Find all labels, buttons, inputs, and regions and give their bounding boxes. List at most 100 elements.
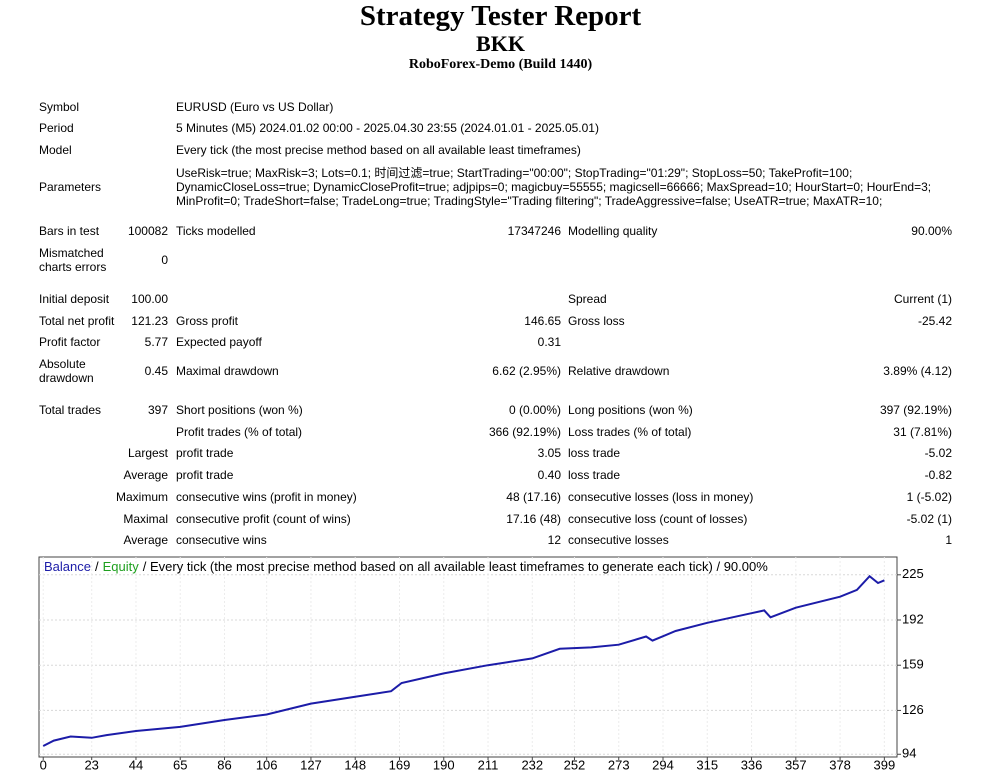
stat-label: loss trade <box>568 446 621 460</box>
legend-separator: / <box>95 559 99 574</box>
plot-frame <box>38 556 898 758</box>
stat-value: 0 (0.00%) <box>508 403 561 417</box>
x-tick-label: 357 <box>785 757 807 772</box>
x-tick-label: 86 <box>217 757 231 772</box>
stat-label: Profit factor <box>39 335 101 349</box>
stat-value: 0.45 <box>144 364 168 378</box>
stat-value: Average <box>123 533 168 547</box>
legend: Balance / Equity / Every tick (the most pre… <box>44 559 768 574</box>
x-tick-label: 148 <box>344 757 366 772</box>
parameter-line: UseRisk=true; MaxRisk=3; Lots=0.1; 时间过滤=… <box>176 166 853 180</box>
stat-value: 0.31 <box>537 335 561 349</box>
x-tick-label: 211 <box>478 757 499 772</box>
stat-label: profit trade <box>176 468 234 482</box>
stat-label: Absolute drawdown <box>39 357 94 385</box>
x-tick-label: 336 <box>741 757 763 772</box>
stat-label: Initial deposit <box>39 292 110 306</box>
stat-value: 17.16 (48) <box>506 512 561 526</box>
x-tick-label: 106 <box>256 757 278 772</box>
stat-label: Mismatched charts errors <box>39 246 107 274</box>
stat-label: Gross loss <box>568 314 625 328</box>
stat-label: Long positions (won %) <box>568 403 693 417</box>
stat-value: 1 <box>945 533 952 547</box>
stat-label: Profit trades (% of total) <box>176 425 303 439</box>
row-label: Parameters <box>39 180 102 194</box>
stat-label: Gross profit <box>176 314 239 328</box>
stat-label: consecutive wins (profit in money) <box>176 490 357 504</box>
stat-label: Total net profit <box>39 314 115 328</box>
parameter-line: DynamicCloseLoss=true; DynamicCloseProfi… <box>176 180 932 194</box>
row-value: UseRisk=true; MaxRisk=3; Lots=0.1; 时间过滤=… <box>176 166 931 208</box>
report-subtitle: BKK <box>476 31 525 56</box>
stat-value: 90.00% <box>911 224 952 238</box>
stat-value: 0.40 <box>537 468 561 482</box>
stat-label: Loss trades (% of total) <box>568 425 692 439</box>
stat-label: consecutive profit (count of wins) <box>176 512 351 526</box>
stat-value: Largest <box>127 446 168 460</box>
stat-value: 5.77 <box>144 335 168 349</box>
stat-value: -25.42 <box>917 314 952 328</box>
stat-value: 100.00 <box>131 292 168 306</box>
stat-label: Maximal drawdown <box>176 364 279 378</box>
stat-label: Relative drawdown <box>568 364 670 378</box>
x-tick-label: 232 <box>521 757 543 772</box>
x-tick-label: 44 <box>129 757 143 772</box>
stat-label: Short positions (won %) <box>176 403 303 417</box>
stat-value: 12 <box>547 533 561 547</box>
x-tick-label: 127 <box>300 757 322 772</box>
stat-value: -0.82 <box>924 468 952 482</box>
stat-value: 397 (92.19%) <box>879 403 952 417</box>
x-tick-label: 273 <box>608 757 630 772</box>
stat-label: loss trade <box>568 468 621 482</box>
balance-line <box>42 574 885 747</box>
stat-value: 3.89% (4.12) <box>883 364 952 378</box>
stat-value: 146.65 <box>524 314 561 328</box>
stat-value: -5.02 (1) <box>906 512 952 526</box>
row-value: EURUSD (Euro vs US Dollar) <box>176 100 334 114</box>
stat-label: consecutive losses <box>568 533 669 547</box>
stat-label: consecutive losses (loss in money) <box>568 490 754 504</box>
stat-value: 366 (92.19%) <box>488 425 561 439</box>
x-tick-label: 190 <box>433 757 455 772</box>
stat-label: Ticks modelled <box>176 224 256 238</box>
x-tick-label: 169 <box>389 757 411 772</box>
x-tick-label: 378 <box>829 757 851 772</box>
x-tick-label: 252 <box>564 757 586 772</box>
row-value: Every tick (the most precise method base… <box>176 143 581 157</box>
stat-value: 17347246 <box>507 224 561 238</box>
legend-item: Equity <box>103 559 140 574</box>
stat-value: 3.05 <box>537 446 561 460</box>
stat-value: Maximal <box>123 512 168 526</box>
x-tick-label: 315 <box>696 757 718 772</box>
x-tick-label: 65 <box>173 757 187 772</box>
x-tick-label: 23 <box>84 757 98 772</box>
stat-label: Bars in test <box>39 224 100 238</box>
stat-value: Maximum <box>115 490 168 504</box>
stat-value: Current (1) <box>893 292 952 306</box>
stat-label: consecutive wins <box>176 533 267 547</box>
stat-value: 121.23 <box>131 314 168 328</box>
stat-label: consecutive loss (count of losses) <box>568 512 748 526</box>
stat-label: Expected payoff <box>176 335 262 349</box>
y-tick-label: 159 <box>902 657 924 672</box>
x-tick-label: 0 <box>40 757 47 772</box>
y-tick-label: 126 <box>902 702 924 717</box>
legend-item: Balance <box>44 559 91 574</box>
stat-label: Spread <box>568 292 607 306</box>
stat-value: Average <box>123 468 168 482</box>
stat-value: -5.02 <box>924 446 952 460</box>
y-tick-label: 192 <box>902 611 924 626</box>
stat-value: 0 <box>161 253 168 267</box>
x-tick-label: 294 <box>652 757 674 772</box>
y-tick-label: 94 <box>902 746 916 761</box>
row-label: Model <box>39 143 72 157</box>
x-tick-label: 399 <box>873 757 895 772</box>
report-title: Strategy Tester Report <box>359 0 642 32</box>
parameter-line: MinProfit=0; TradeShort=false; TradeLong… <box>176 194 883 208</box>
stat-label: Total trades <box>39 403 102 417</box>
stat-value: 6.62 (2.95%) <box>492 364 561 378</box>
stat-value: 48 (17.16) <box>506 490 561 504</box>
row-value: 5 Minutes (M5) 2024.01.02 00:00 - 2025.0… <box>176 121 599 135</box>
